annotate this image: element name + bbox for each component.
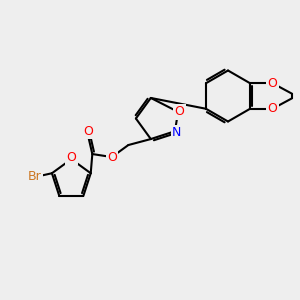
Text: Br: Br (28, 170, 42, 183)
Text: O: O (66, 151, 76, 164)
Text: O: O (175, 105, 184, 118)
Text: N: N (172, 126, 181, 139)
Text: O: O (107, 151, 117, 164)
Text: O: O (268, 77, 278, 90)
Text: O: O (83, 125, 93, 138)
Text: O: O (268, 102, 278, 115)
